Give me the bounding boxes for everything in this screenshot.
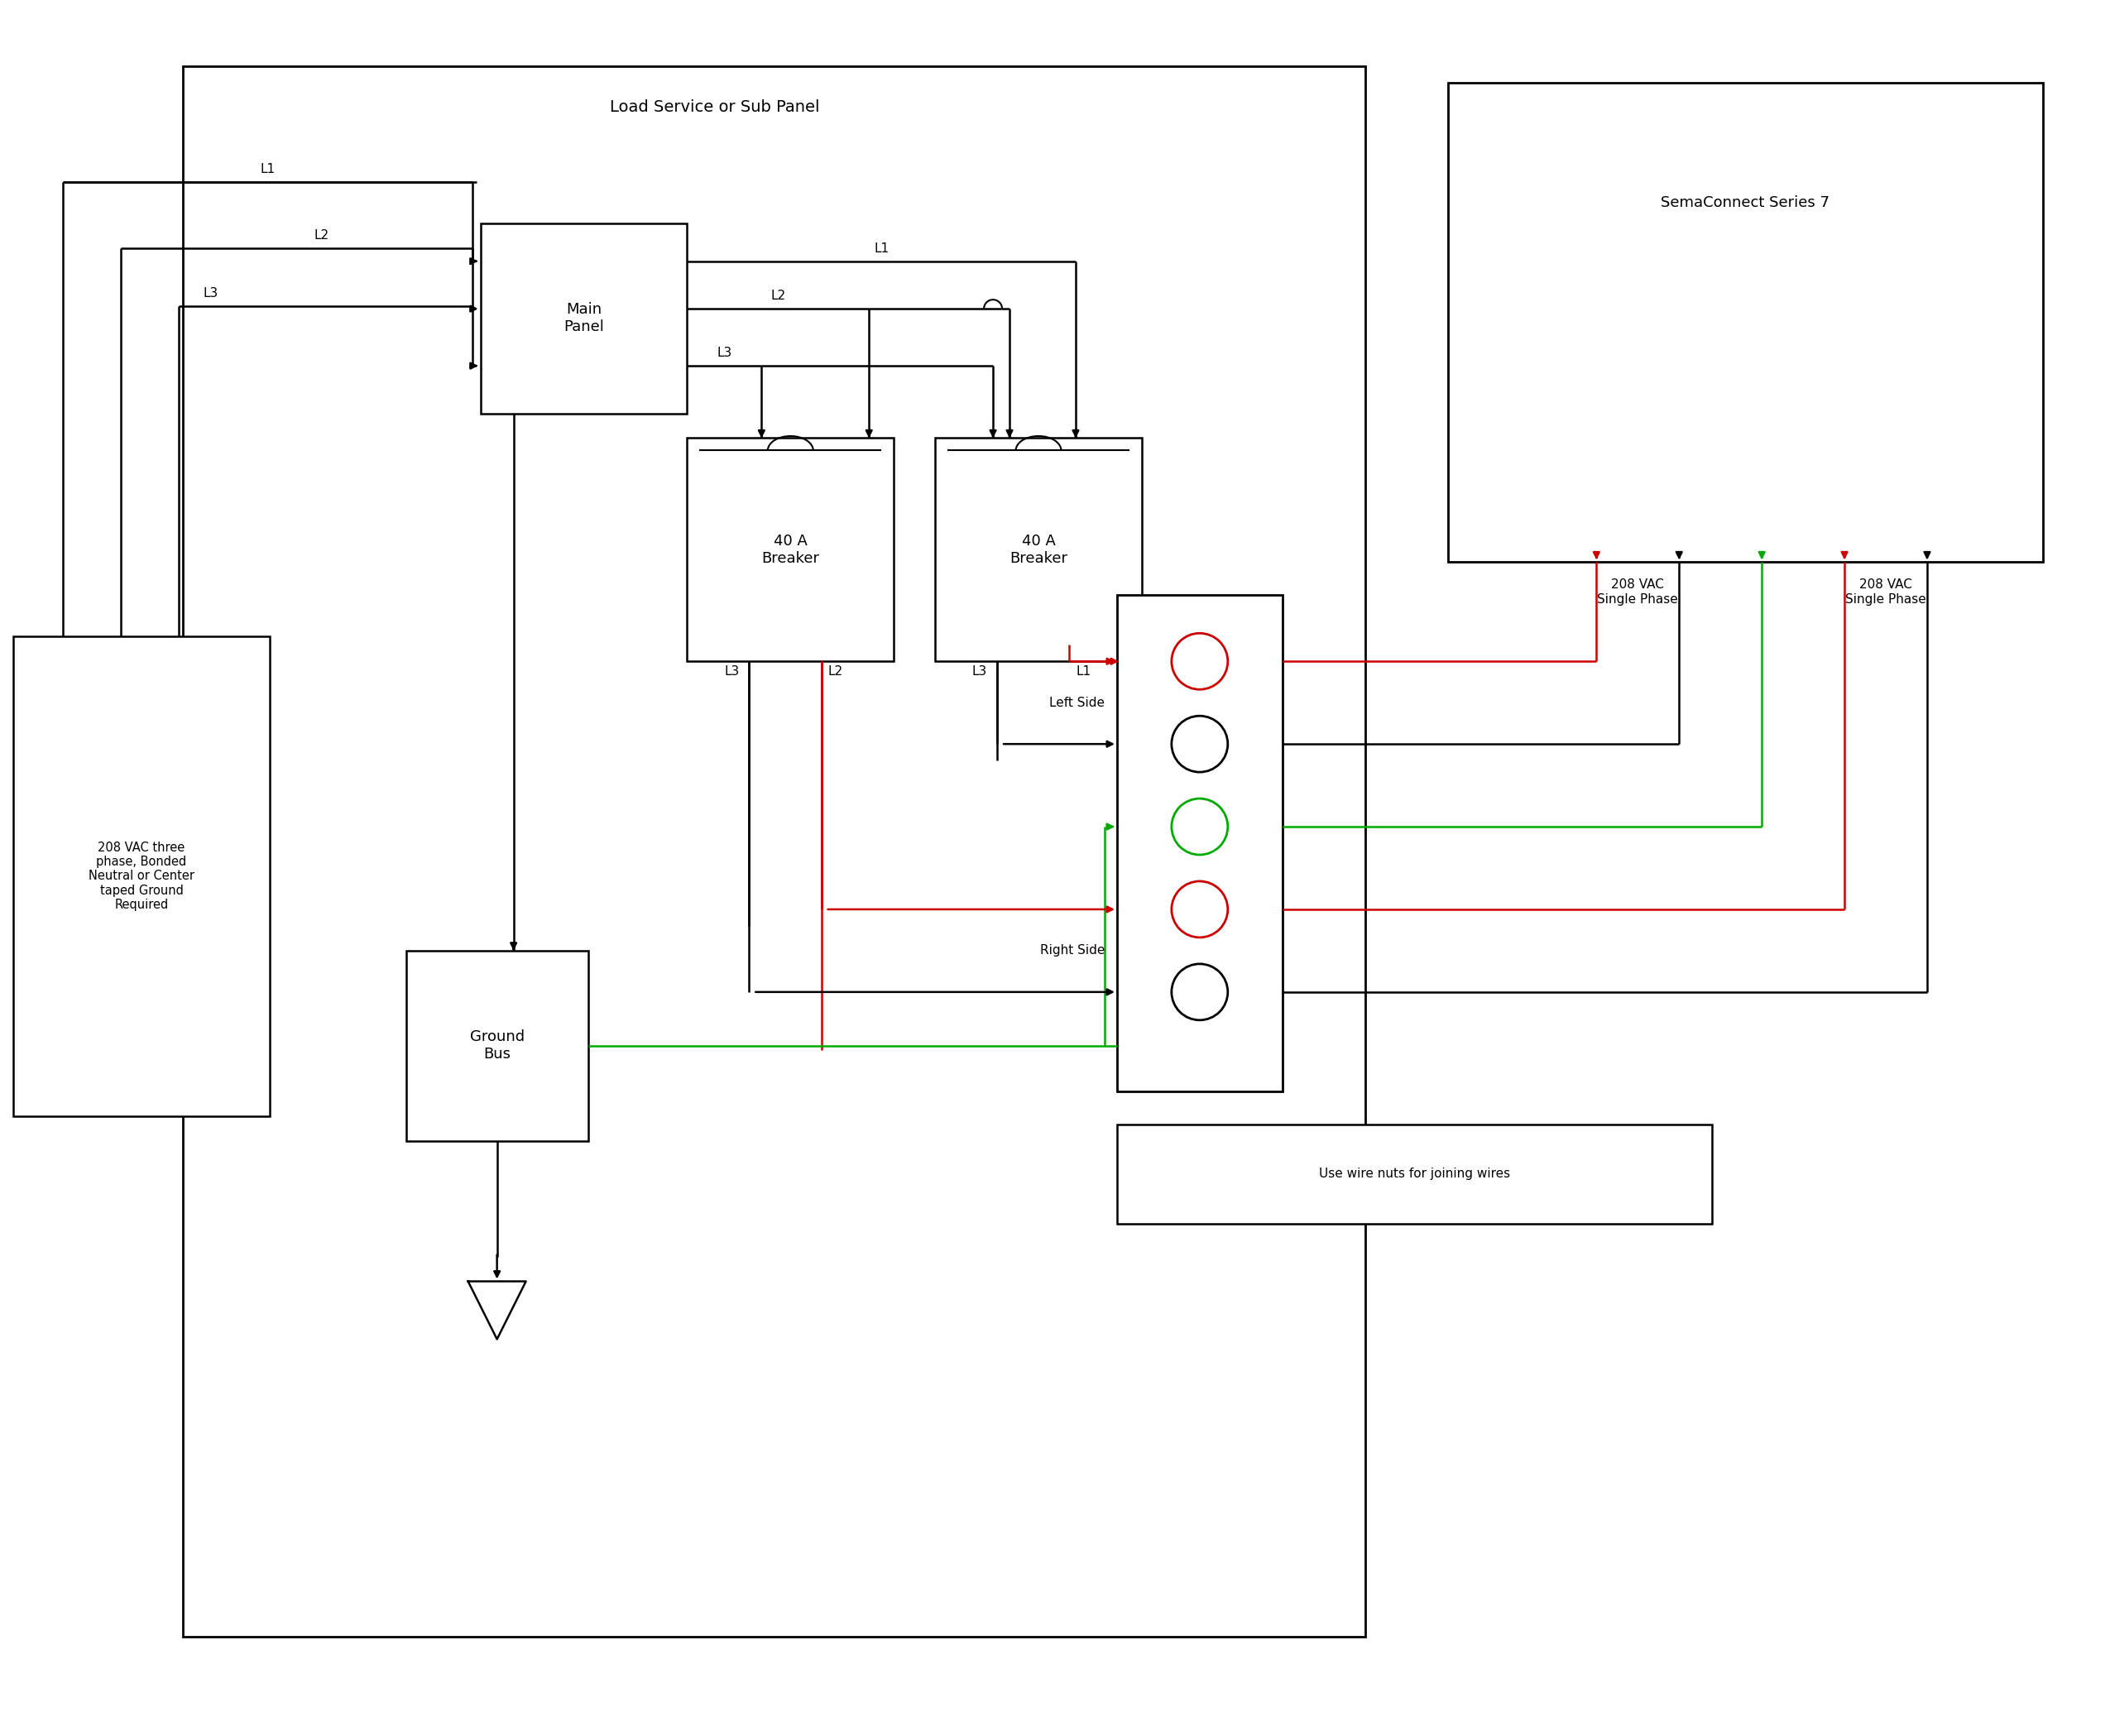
Text: L2: L2 bbox=[770, 290, 785, 302]
Text: 208 VAC
Single Phase: 208 VAC Single Phase bbox=[1846, 578, 1926, 606]
Circle shape bbox=[1171, 715, 1228, 773]
Text: Left Side: Left Side bbox=[1049, 696, 1106, 708]
Text: L3: L3 bbox=[724, 665, 738, 677]
Text: 208 VAC three
phase, Bonded
Neutral or Center
taped Ground
Required: 208 VAC three phase, Bonded Neutral or C… bbox=[89, 842, 194, 911]
Bar bbox=[935, 437, 1142, 661]
Bar bbox=[1116, 595, 1283, 1092]
Bar bbox=[405, 951, 589, 1141]
Text: 40 A
Breaker: 40 A Breaker bbox=[762, 533, 819, 566]
Text: L1: L1 bbox=[1076, 665, 1091, 677]
Bar bbox=[184, 66, 1365, 1637]
Text: L2: L2 bbox=[314, 229, 329, 241]
Bar bbox=[688, 437, 895, 661]
Text: 208 VAC
Single Phase: 208 VAC Single Phase bbox=[1597, 578, 1677, 606]
Text: L3: L3 bbox=[203, 286, 219, 299]
Circle shape bbox=[1171, 799, 1228, 854]
Text: SemaConnect Series 7: SemaConnect Series 7 bbox=[1661, 194, 1829, 210]
Text: 40 A
Breaker: 40 A Breaker bbox=[1009, 533, 1068, 566]
Text: L3: L3 bbox=[717, 347, 732, 359]
Bar bbox=[1116, 1125, 1711, 1224]
Text: L1: L1 bbox=[874, 243, 888, 255]
Text: L3: L3 bbox=[973, 665, 987, 677]
Text: L2: L2 bbox=[827, 665, 844, 677]
Bar bbox=[13, 637, 270, 1116]
Text: Use wire nuts for joining wires: Use wire nuts for joining wires bbox=[1319, 1168, 1511, 1180]
Circle shape bbox=[1171, 963, 1228, 1021]
Bar bbox=[1447, 83, 2042, 562]
Text: Right Side: Right Side bbox=[1040, 944, 1106, 957]
Text: Main
Panel: Main Panel bbox=[563, 302, 603, 335]
Text: Load Service or Sub Panel: Load Service or Sub Panel bbox=[610, 99, 819, 115]
Circle shape bbox=[1171, 882, 1228, 937]
Circle shape bbox=[1171, 634, 1228, 689]
Text: Ground
Bus: Ground Bus bbox=[471, 1029, 525, 1062]
Bar bbox=[481, 224, 688, 413]
Text: L1: L1 bbox=[260, 163, 274, 175]
